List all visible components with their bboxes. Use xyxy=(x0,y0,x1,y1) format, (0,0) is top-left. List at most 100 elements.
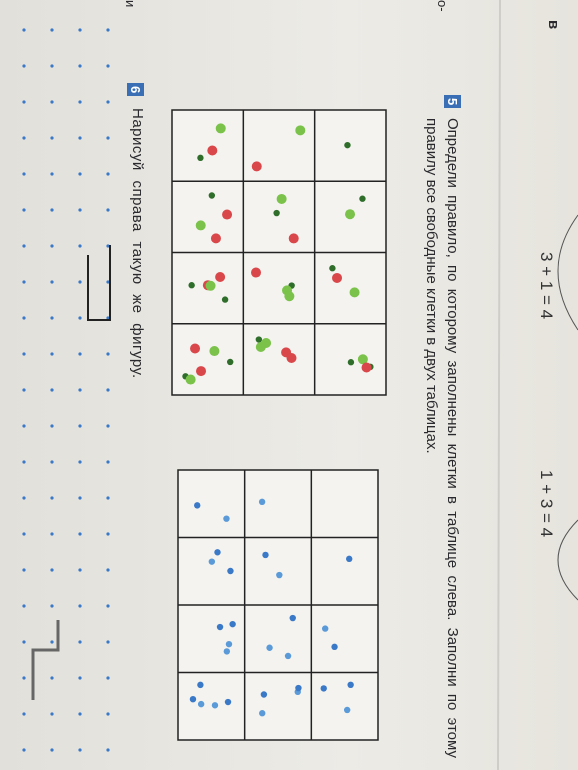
dot xyxy=(227,567,234,575)
grid-dot xyxy=(78,64,82,68)
dot xyxy=(229,620,236,628)
grid-dot xyxy=(50,532,54,536)
dot xyxy=(216,623,224,631)
grid-dot xyxy=(106,172,110,176)
dot xyxy=(208,192,216,199)
dot xyxy=(320,685,327,692)
grid-dot xyxy=(22,28,26,32)
grid-dot xyxy=(78,424,82,428)
grid-dot xyxy=(22,172,26,176)
grid-dot xyxy=(22,424,26,428)
dot xyxy=(255,342,266,353)
grid-dot xyxy=(50,244,54,248)
grid-dot xyxy=(106,640,110,644)
dot xyxy=(282,285,293,296)
grid-dot xyxy=(50,64,54,68)
dot xyxy=(208,558,216,565)
grid-dot xyxy=(106,64,110,68)
oval xyxy=(557,519,578,601)
dot xyxy=(289,614,296,622)
dot xyxy=(194,502,201,509)
dot xyxy=(329,265,336,272)
grid-dot xyxy=(106,208,110,212)
grid-dot xyxy=(50,460,54,464)
grid-dot xyxy=(106,676,110,680)
dot xyxy=(361,362,372,373)
grid-dot xyxy=(106,748,110,752)
grid-dot xyxy=(78,748,82,752)
grid-dot xyxy=(50,28,54,32)
grid-dot xyxy=(50,676,54,680)
drawn-figure xyxy=(31,620,60,700)
task-text: Определи правило, по которому заполнены … xyxy=(423,118,461,758)
grid-dot xyxy=(50,172,54,176)
dot xyxy=(347,681,354,689)
grid-dot xyxy=(50,604,54,608)
dot xyxy=(295,684,302,692)
dot xyxy=(197,154,204,162)
grid-dot xyxy=(78,460,82,464)
dot xyxy=(357,354,368,365)
grid-dot xyxy=(106,352,110,356)
grid-dot xyxy=(50,136,54,140)
dot xyxy=(210,233,221,244)
grid-dot xyxy=(22,712,26,716)
dot xyxy=(347,359,355,366)
grid-dot xyxy=(22,136,26,140)
dot xyxy=(359,195,366,202)
dot xyxy=(331,643,338,651)
dot xyxy=(295,125,306,136)
grid-dot xyxy=(22,352,26,356)
dot xyxy=(332,272,343,283)
dot xyxy=(226,358,234,366)
grid-dot xyxy=(22,280,26,284)
dot xyxy=(214,549,221,556)
edge-letter: о- xyxy=(435,0,450,12)
grid-dot xyxy=(78,100,82,104)
dot xyxy=(223,648,231,655)
equation: 1 + 3 = 4 xyxy=(537,470,556,538)
grid-dot xyxy=(78,532,82,536)
dot xyxy=(197,681,204,689)
dot xyxy=(188,282,195,289)
grid-dot xyxy=(50,424,54,428)
grid-dot xyxy=(50,640,54,644)
grid-dot xyxy=(106,388,110,392)
grid-dot xyxy=(78,568,82,572)
grid-dot xyxy=(22,568,26,572)
grid-dot xyxy=(50,316,54,320)
grid-dot xyxy=(106,244,110,248)
grid-dot xyxy=(106,532,110,536)
oval xyxy=(557,214,578,331)
dot xyxy=(345,209,356,220)
tables xyxy=(171,109,387,741)
dot xyxy=(209,346,220,357)
grid-dot xyxy=(22,388,26,392)
grid-dot xyxy=(78,676,82,680)
grid-dot xyxy=(78,208,82,212)
dot xyxy=(224,698,232,706)
grid-dot xyxy=(78,316,82,320)
grid-dot xyxy=(22,244,26,248)
dot xyxy=(190,343,201,354)
grid-dot xyxy=(22,316,26,320)
grid-dot xyxy=(106,712,110,716)
grid-dot xyxy=(22,604,26,608)
dot xyxy=(343,706,351,714)
sample-figure xyxy=(87,245,111,321)
grid-dot xyxy=(50,748,54,752)
grid-dot xyxy=(78,244,82,248)
grid-dot xyxy=(22,100,26,104)
grid-dot xyxy=(22,496,26,500)
grid-dot xyxy=(50,712,54,716)
grid-dot xyxy=(78,640,82,644)
dot xyxy=(284,652,292,660)
grid-dot xyxy=(50,568,54,572)
grid-dot xyxy=(50,388,54,392)
dot xyxy=(211,702,219,709)
dot xyxy=(349,287,360,298)
grid-dot xyxy=(22,532,26,536)
